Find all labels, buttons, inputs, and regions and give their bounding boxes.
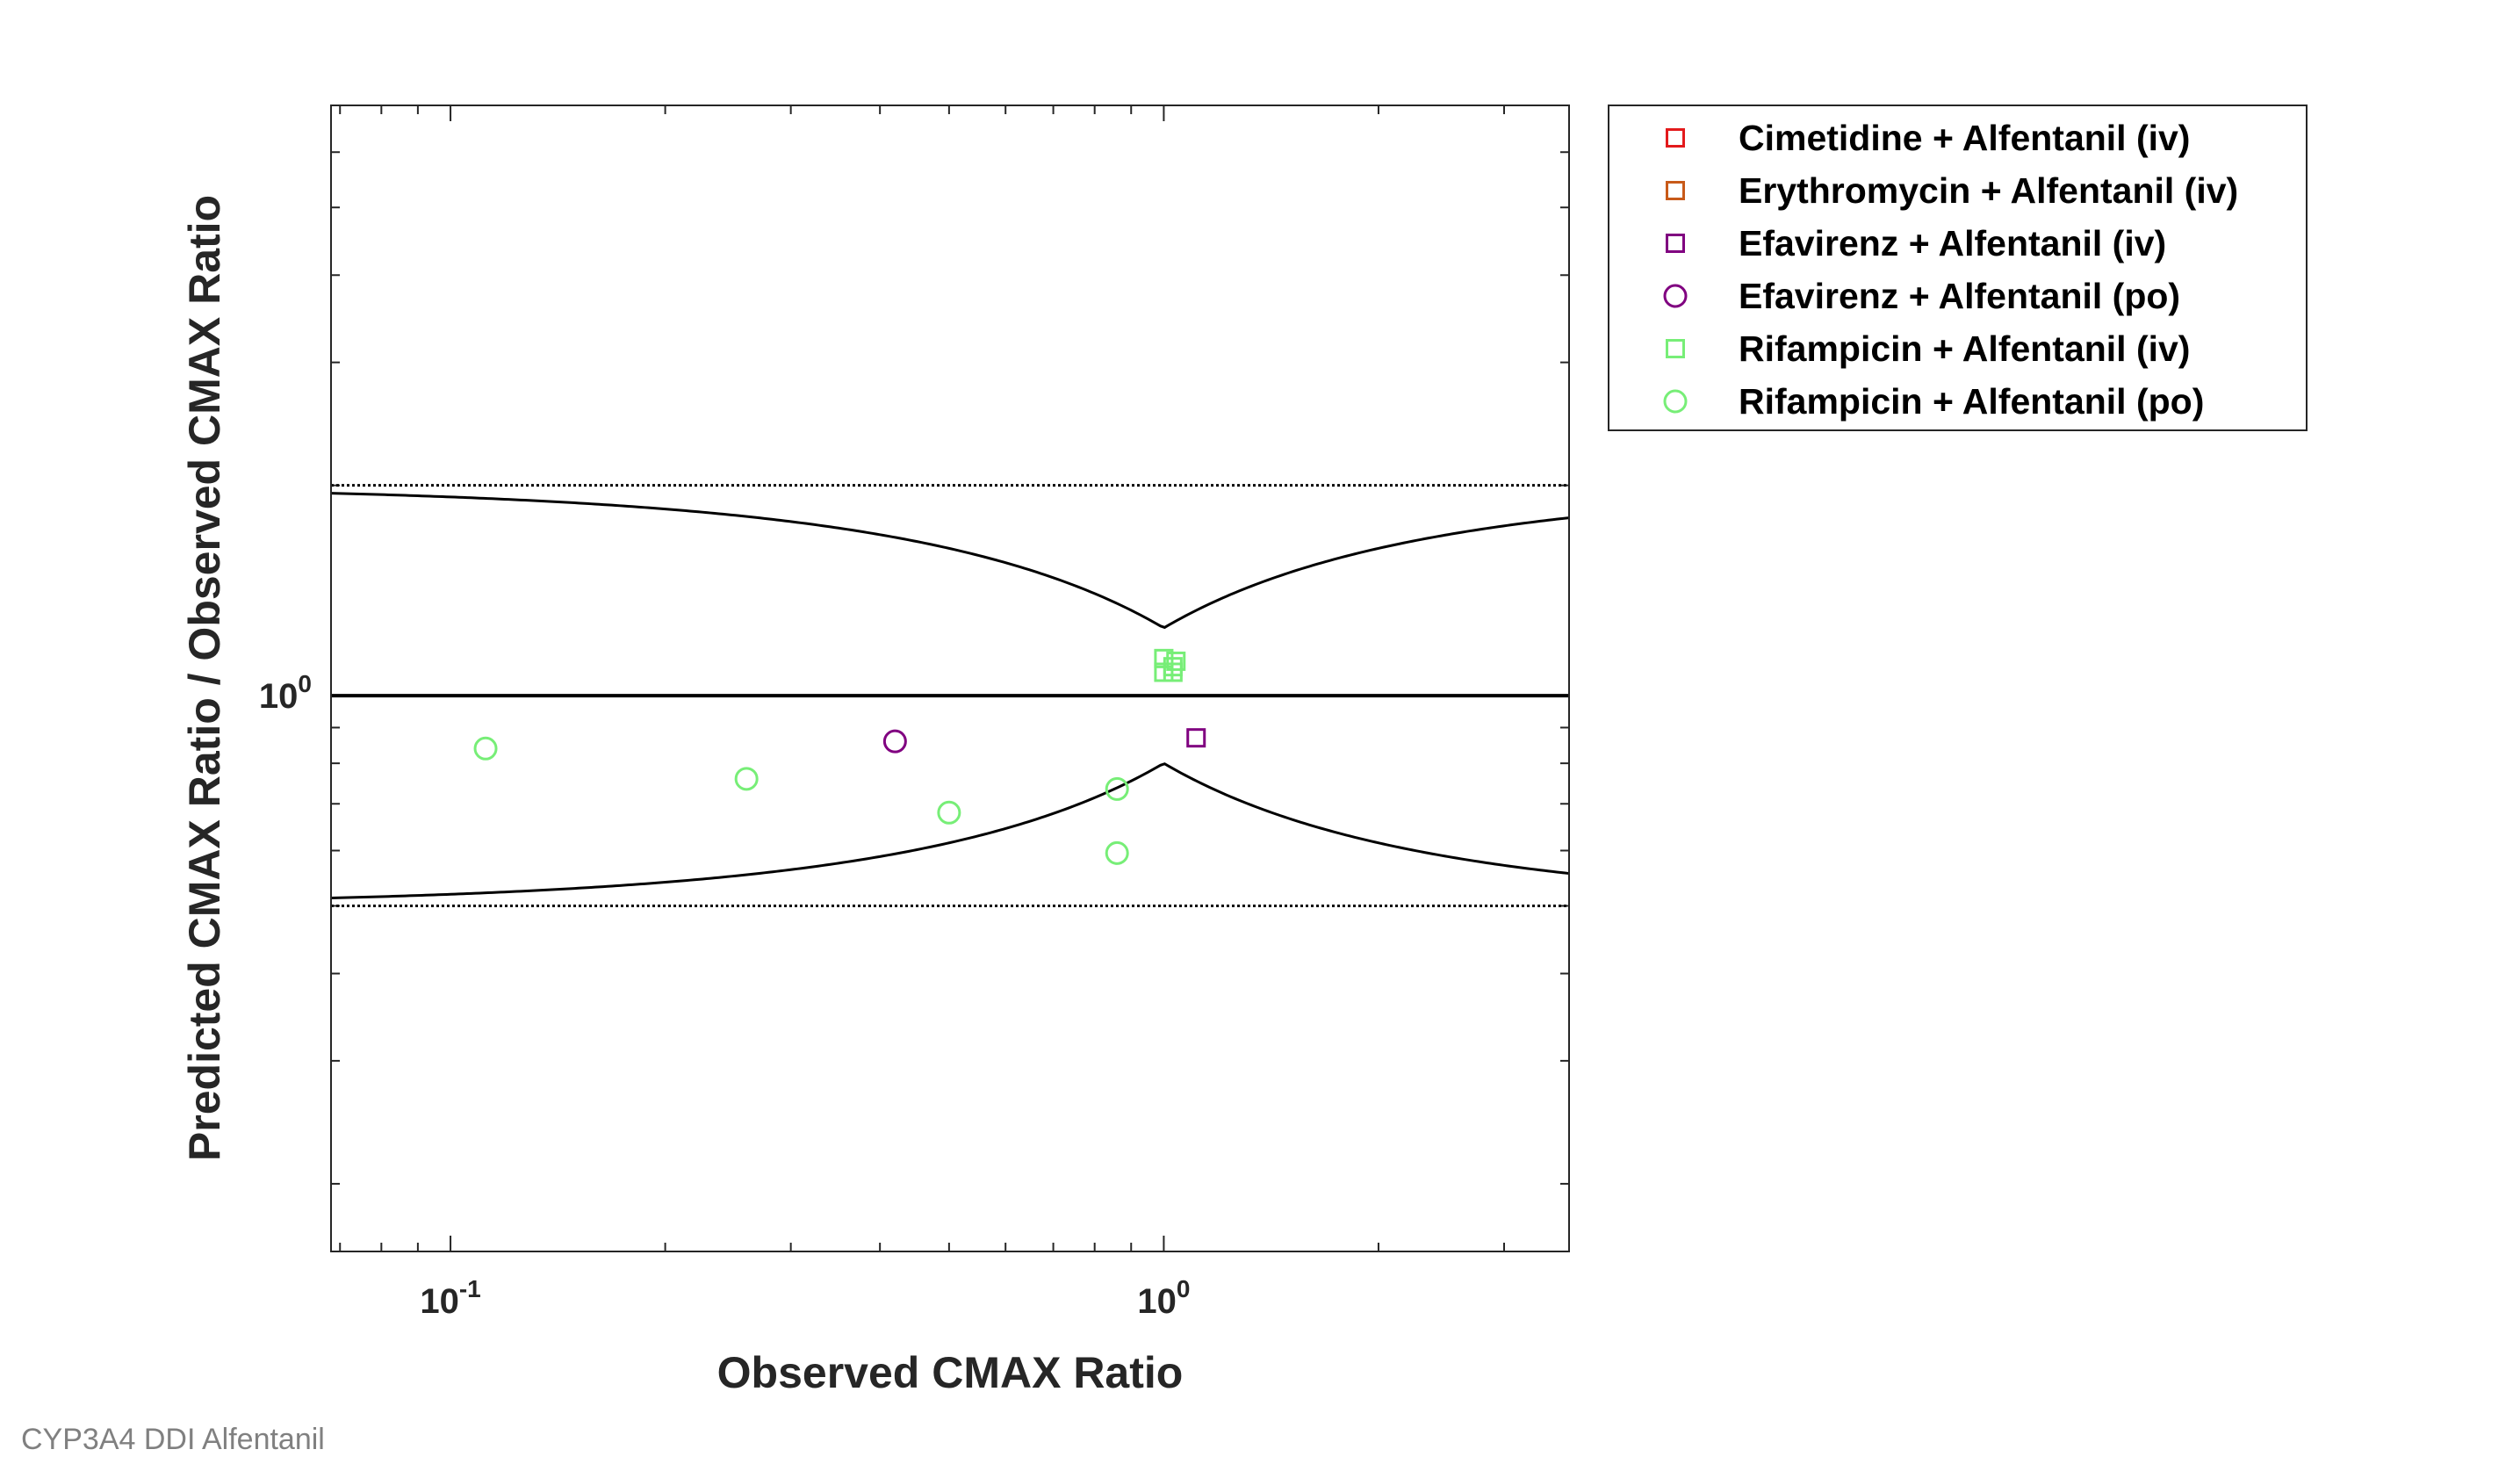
data-point [882,729,907,754]
legend-item: Rifampicin + Alfentanil (iv) [1666,328,2190,369]
data-point [473,736,498,761]
legend-marker [1666,128,1685,148]
legend-marker [1663,389,1688,414]
legend-box [1608,105,2308,431]
legend-items: Cimetidine + Alfentanil (iv) Erythromycin… [1663,118,2238,422]
legend-label: Erythromycin + Alfentanil (iv) [1739,170,2238,211]
plot-frame [330,105,1570,1252]
x-axis-ticks [339,105,1506,1251]
data-point [1186,728,1206,748]
legend-label: Efavirenz + Alfentanil (po) [1739,276,2180,316]
legend-marker [1666,234,1685,253]
svg-text:100: 100 [1137,1275,1190,1321]
figure-caption: CYP3A4 DDI Alfentanil [21,1423,325,1456]
upper-guest-limit-curve [330,492,1570,630]
data-point [1163,662,1183,682]
legend: Cimetidine + Alfentanil (iv) Erythromycin… [1608,105,2308,431]
legend-label: Efavirenz + Alfentanil (iv) [1739,223,2166,263]
legend-marker [1663,284,1688,308]
plot-area [331,105,1569,1251]
legend-item: Erythromycin + Alfentanil (iv) [1666,170,2238,211]
legend-label: Rifampicin + Alfentanil (po) [1739,381,2204,422]
data-points [473,648,1206,865]
svg-text:10-1: 10-1 [420,1275,480,1321]
data-point [1105,840,1129,865]
y-axis-title: Predicted CMAX Ratio / Observed CMAX Rat… [180,195,229,1161]
legend-item: Efavirenz + Alfentanil (iv) [1666,223,2166,263]
y-tick-label: 100 [259,670,312,716]
y-axis-tick-labels: 100 [259,670,312,716]
x-tick-label: 100 [1137,1275,1190,1321]
legend-marker [1666,339,1685,358]
data-point [1105,776,1129,801]
data-point [734,767,759,791]
data-point [1166,651,1186,671]
lower-guest-limit-curve [330,762,1570,900]
x-axis-tick-labels: 10-1 100 [420,1275,1190,1321]
legend-label: Rifampicin + Alfentanil (iv) [1739,328,2190,369]
x-tick-label: 10-1 [420,1275,480,1321]
legend-item: Efavirenz + Alfentanil (po) [1663,276,2180,316]
legend-label: Cimetidine + Alfentanil (iv) [1739,118,2190,158]
svg-text:100: 100 [259,670,312,716]
legend-marker [1666,181,1685,200]
legend-item: Rifampicin + Alfentanil (po) [1663,381,2204,422]
reference-lines [330,484,1570,907]
legend-item: Cimetidine + Alfentanil (iv) [1666,118,2190,158]
x-axis-title: Observed CMAX Ratio [717,1348,1184,1397]
data-point [937,800,961,825]
